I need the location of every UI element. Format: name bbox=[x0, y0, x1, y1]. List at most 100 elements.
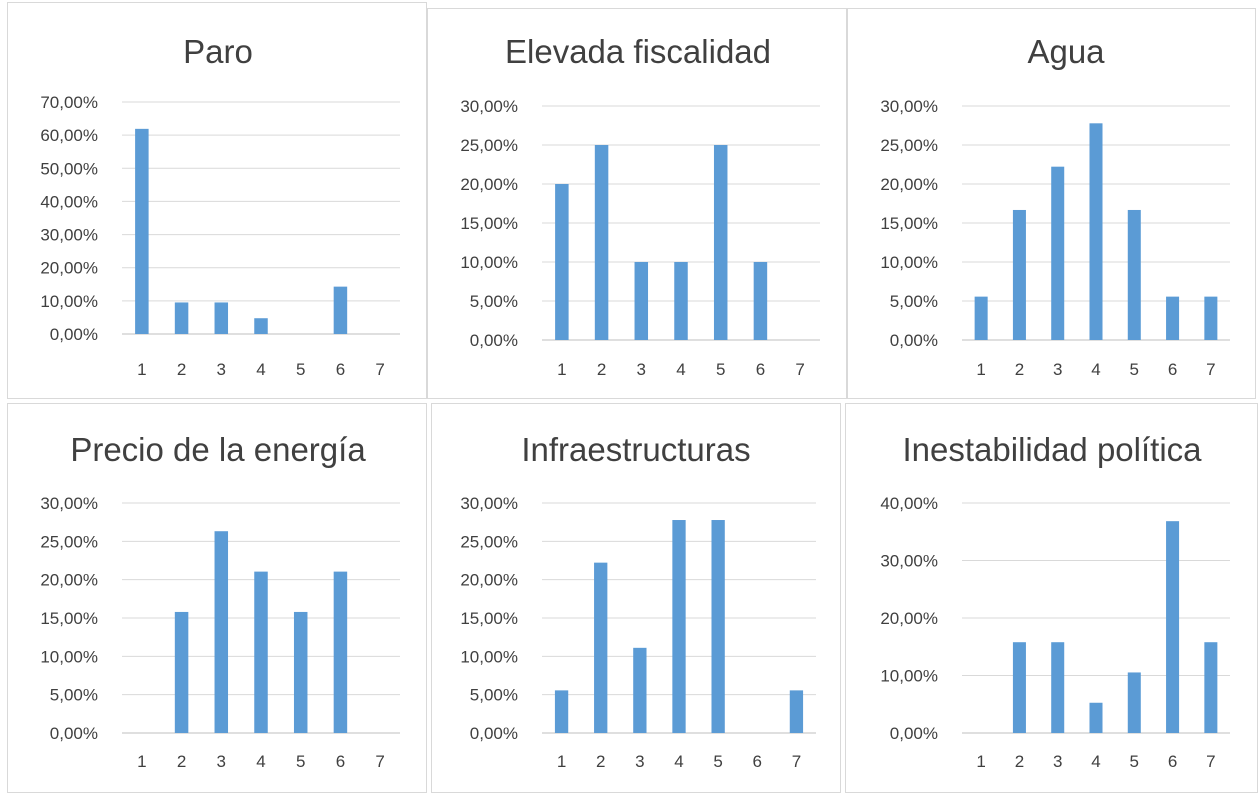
x-tick-label: 6 bbox=[1168, 752, 1177, 771]
bar-5 bbox=[711, 520, 725, 733]
bar-2 bbox=[174, 302, 189, 334]
x-tick-label: 5 bbox=[296, 752, 305, 771]
y-tick-label: 20,00% bbox=[880, 175, 938, 194]
bar-5 bbox=[293, 611, 308, 733]
y-tick-label: 5,00% bbox=[470, 292, 518, 311]
y-tick-label: 50,00% bbox=[40, 159, 98, 178]
x-tick-label: 7 bbox=[375, 752, 384, 771]
y-tick-label: 0,00% bbox=[470, 724, 518, 743]
x-tick-label: 6 bbox=[1168, 360, 1177, 379]
x-tick-label: 5 bbox=[713, 752, 722, 771]
x-tick-label: 7 bbox=[1206, 360, 1215, 379]
y-tick-label: 0,00% bbox=[470, 331, 518, 350]
x-tick-label: 5 bbox=[1130, 752, 1139, 771]
y-tick-label: 15,00% bbox=[880, 214, 938, 233]
y-tick-label: 0,00% bbox=[50, 325, 98, 344]
chart-panel-elevada-fiscalidad: Elevada fiscalidad 0,00% 5,00% 10,00% 15,00%… bbox=[427, 8, 847, 399]
y-tick-label: 30,00% bbox=[880, 552, 938, 571]
bar-5 bbox=[713, 145, 728, 340]
bar-2 bbox=[174, 611, 189, 733]
x-tick-label: 4 bbox=[674, 752, 683, 771]
x-tick-label: 5 bbox=[296, 360, 305, 379]
bar-6 bbox=[753, 262, 768, 340]
x-tick-label: 7 bbox=[375, 360, 384, 379]
bar-2 bbox=[1012, 209, 1026, 340]
bar-7 bbox=[789, 690, 804, 733]
y-tick-label: 15,00% bbox=[460, 609, 518, 628]
chart-title: Precio de la energía bbox=[70, 431, 366, 468]
y-tick-label: 15,00% bbox=[40, 609, 98, 628]
x-tick-label: 6 bbox=[336, 752, 345, 771]
chart-svg: Inestabilidad política 0,00% 10,00% 20,00% 3… bbox=[880, 431, 1230, 771]
x-tick-label: 5 bbox=[716, 360, 725, 379]
y-tick-label: 30,00% bbox=[40, 494, 98, 513]
bar-3 bbox=[1051, 166, 1065, 340]
bar-4 bbox=[1089, 123, 1103, 340]
bar-5 bbox=[1127, 672, 1141, 733]
chart-title: Infraestructuras bbox=[521, 431, 750, 468]
x-tick-label: 3 bbox=[637, 360, 646, 379]
y-tick-label: 30,00% bbox=[40, 226, 98, 245]
bar-3 bbox=[214, 302, 229, 334]
x-tick-label: 4 bbox=[676, 360, 685, 379]
y-tick-label: 5,00% bbox=[470, 686, 518, 705]
x-tick-label: 2 bbox=[597, 360, 606, 379]
chart-svg: Agua 0,00% 5,00% 10,00% 15,00% 20,00% 25,00% 30… bbox=[880, 33, 1230, 379]
chart-panel-precio-de-la-energia: Precio de la energía 0,00% 5,00% 10,00% 15,0… bbox=[7, 403, 427, 793]
bar-3 bbox=[214, 531, 229, 733]
x-tick-label: 1 bbox=[976, 752, 985, 771]
bar-5 bbox=[1127, 209, 1141, 340]
y-tick-label: 10,00% bbox=[460, 253, 518, 272]
x-tick-label: 1 bbox=[137, 360, 146, 379]
chart-svg: Precio de la energía 0,00% 5,00% 10,00% 15,0… bbox=[40, 431, 400, 771]
x-tick-label: 6 bbox=[336, 360, 345, 379]
bar-4 bbox=[254, 318, 268, 334]
y-tick-label: 30,00% bbox=[460, 494, 518, 513]
bar-6 bbox=[1166, 296, 1180, 340]
y-tick-label: 30,00% bbox=[460, 97, 518, 116]
bar-3 bbox=[633, 647, 647, 733]
x-tick-label: 7 bbox=[795, 360, 804, 379]
x-tick-label: 4 bbox=[1091, 360, 1100, 379]
y-tick-label: 20,00% bbox=[880, 609, 938, 628]
y-tick-label: 0,00% bbox=[890, 724, 938, 743]
bar-7 bbox=[1204, 296, 1218, 340]
bar-4 bbox=[674, 262, 688, 340]
x-tick-label: 2 bbox=[1015, 360, 1024, 379]
chart-panel-inestabilidad-politica: Inestabilidad política 0,00% 10,00% 20,00% 3… bbox=[845, 403, 1258, 793]
chart-panel-infraestructuras: Infraestructuras 0,00% 5,00% 10,00% 15,00% 20… bbox=[431, 403, 841, 793]
chart-title: Agua bbox=[1027, 33, 1105, 70]
y-tick-label: 15,00% bbox=[460, 214, 518, 233]
x-tick-label: 3 bbox=[635, 752, 644, 771]
bar-2 bbox=[594, 145, 609, 340]
y-tick-label: 25,00% bbox=[880, 136, 938, 155]
bar-3 bbox=[1051, 642, 1065, 733]
x-tick-label: 6 bbox=[753, 752, 762, 771]
bar-1 bbox=[554, 690, 569, 733]
chart-title: Inestabilidad política bbox=[902, 431, 1202, 468]
x-tick-label: 1 bbox=[137, 752, 146, 771]
bar-6 bbox=[1166, 521, 1180, 733]
x-tick-label: 1 bbox=[557, 752, 566, 771]
chart-svg: Elevada fiscalidad 0,00% 5,00% 10,00% 15,00%… bbox=[460, 33, 820, 379]
x-tick-label: 3 bbox=[217, 752, 226, 771]
x-tick-label: 2 bbox=[1015, 752, 1024, 771]
bar-1 bbox=[555, 184, 569, 340]
y-tick-label: 10,00% bbox=[880, 667, 938, 686]
x-tick-label: 6 bbox=[756, 360, 765, 379]
x-tick-label: 2 bbox=[177, 752, 186, 771]
y-tick-label: 10,00% bbox=[40, 292, 98, 311]
bar-3 bbox=[634, 262, 649, 340]
x-tick-label: 3 bbox=[1053, 360, 1062, 379]
bar-1 bbox=[974, 296, 988, 340]
bar-2 bbox=[594, 562, 608, 733]
y-tick-label: 5,00% bbox=[50, 686, 98, 705]
y-tick-label: 20,00% bbox=[40, 571, 98, 590]
chart-title: Paro bbox=[183, 33, 253, 70]
bar-6 bbox=[333, 571, 348, 733]
x-tick-label: 4 bbox=[256, 360, 265, 379]
chart-title: Elevada fiscalidad bbox=[505, 33, 771, 70]
y-tick-label: 40,00% bbox=[40, 192, 98, 211]
x-tick-label: 4 bbox=[1091, 752, 1100, 771]
y-tick-label: 25,00% bbox=[40, 532, 98, 551]
